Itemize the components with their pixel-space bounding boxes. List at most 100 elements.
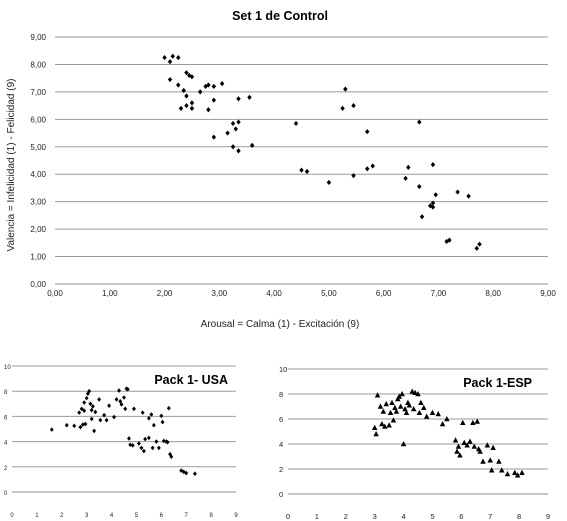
usa-data-point xyxy=(88,401,93,407)
esp-data-point xyxy=(380,408,387,414)
usa-data-point xyxy=(159,413,164,419)
main-data-point xyxy=(176,82,181,88)
usa-y-tick-label: 10 xyxy=(4,365,11,371)
usa-data-point xyxy=(84,395,89,401)
usa-data-point xyxy=(90,404,95,409)
usa-data-point xyxy=(132,406,136,412)
esp-data-point xyxy=(467,438,473,444)
esp-data-point xyxy=(457,452,463,458)
esp-data-point xyxy=(487,457,493,463)
usa-data-point xyxy=(127,436,131,441)
main-data-point xyxy=(365,166,370,172)
usa-y-tick-label: 4 xyxy=(4,441,8,447)
esp-gridlines xyxy=(288,368,548,495)
main-data-point xyxy=(430,200,436,206)
main-data-point xyxy=(236,148,241,154)
main-data-point xyxy=(247,94,252,100)
main-scatter-chart: 0,00 1,00 2,00 3,00 4,00 5,00 6,00 7,00 8,00 9,00… xyxy=(6,9,556,330)
usa-data-point xyxy=(192,471,197,477)
usa-data-point xyxy=(151,422,156,428)
main-data-point xyxy=(474,245,479,251)
usa-data-point xyxy=(146,435,151,441)
esp-x-tick-label: 7 xyxy=(488,512,492,521)
usa-data-point xyxy=(89,416,94,422)
main-data-point xyxy=(299,167,304,173)
usa-data-point xyxy=(72,423,77,429)
main-data-point xyxy=(351,172,356,179)
main-y-tick-label: 4,00 xyxy=(30,170,46,179)
usa-x-tick-label: 3 xyxy=(85,513,89,519)
esp-data-point xyxy=(412,389,418,395)
usa-x-tick-label: 9 xyxy=(234,513,238,519)
main-data-point xyxy=(340,105,345,111)
usa-x-tick-labels: 0 1 2 3 4 5 6 7 8 9 xyxy=(10,513,238,519)
main-data-point xyxy=(304,168,310,175)
esp-y-tick-label: 8 xyxy=(279,390,283,399)
usa-data-point xyxy=(160,419,165,425)
main-data-point xyxy=(249,142,255,149)
esp-data-point xyxy=(484,442,491,448)
main-data-point xyxy=(206,107,211,113)
usa-data-point xyxy=(49,427,54,432)
esp-data-point xyxy=(454,448,460,454)
esp-data-point xyxy=(390,417,397,423)
esp-x-tick-label: 9 xyxy=(546,512,550,521)
main-y-tick-label: 7,00 xyxy=(30,88,46,97)
main-data-point xyxy=(370,163,375,169)
main-data-point xyxy=(230,120,236,127)
usa-data-point xyxy=(139,445,144,451)
esp-data-point xyxy=(471,443,478,449)
main-data-point xyxy=(406,164,411,170)
main-y-tick-label: 5,00 xyxy=(30,143,46,152)
esp-data-point xyxy=(403,409,410,415)
usa-x-tick-label: 4 xyxy=(110,513,114,519)
usa-data-point xyxy=(119,402,124,407)
esp-data-point xyxy=(415,391,421,397)
usa-data-points xyxy=(49,386,197,477)
usa-y-tick-label: 6 xyxy=(4,415,8,421)
esp-chart-title: Pack 1-ESP xyxy=(463,376,532,390)
esp-data-point xyxy=(383,401,389,407)
main-data-point xyxy=(162,54,167,61)
esp-data-point xyxy=(423,413,430,419)
main-x-tick-label: 2,00 xyxy=(157,289,173,298)
esp-y-tick-label: 10 xyxy=(279,365,287,374)
usa-data-point xyxy=(181,469,186,475)
main-data-points xyxy=(162,53,482,251)
main-data-point xyxy=(178,105,184,111)
usa-data-point xyxy=(123,406,128,412)
esp-data-point xyxy=(519,469,525,475)
main-x-tick-label: 0,00 xyxy=(47,289,63,298)
main-data-point xyxy=(430,162,436,168)
main-data-point xyxy=(326,179,332,186)
main-data-point xyxy=(189,100,195,106)
main-data-point xyxy=(343,86,348,92)
esp-data-point xyxy=(397,403,404,409)
main-x-axis-title: Arousal = Calma (1) - Excitación (9) xyxy=(201,319,360,330)
usa-x-tick-label: 5 xyxy=(135,513,139,519)
usa-data-point xyxy=(146,415,151,421)
usa-data-point xyxy=(125,387,130,392)
usa-data-point xyxy=(114,397,119,402)
main-data-point xyxy=(466,193,471,199)
usa-data-point xyxy=(64,422,69,428)
main-data-point xyxy=(211,134,217,140)
esp-x-tick-label: 6 xyxy=(459,512,463,521)
main-data-point xyxy=(203,83,208,89)
usa-data-point xyxy=(179,468,184,473)
main-data-point xyxy=(184,70,189,76)
esp-data-point xyxy=(460,419,466,425)
usa-data-point xyxy=(79,406,84,412)
main-data-point xyxy=(219,81,225,87)
esp-data-point xyxy=(435,411,441,417)
main-y-tick-label: 9,00 xyxy=(30,33,46,42)
usa-data-point xyxy=(184,470,189,476)
main-data-point xyxy=(186,72,192,79)
usa-data-point xyxy=(150,445,155,451)
esp-data-point xyxy=(387,409,394,415)
esp-data-point xyxy=(421,404,427,410)
usa-data-point xyxy=(143,436,148,442)
usa-x-tick-label: 1 xyxy=(35,513,39,519)
esp-data-point xyxy=(371,424,378,430)
